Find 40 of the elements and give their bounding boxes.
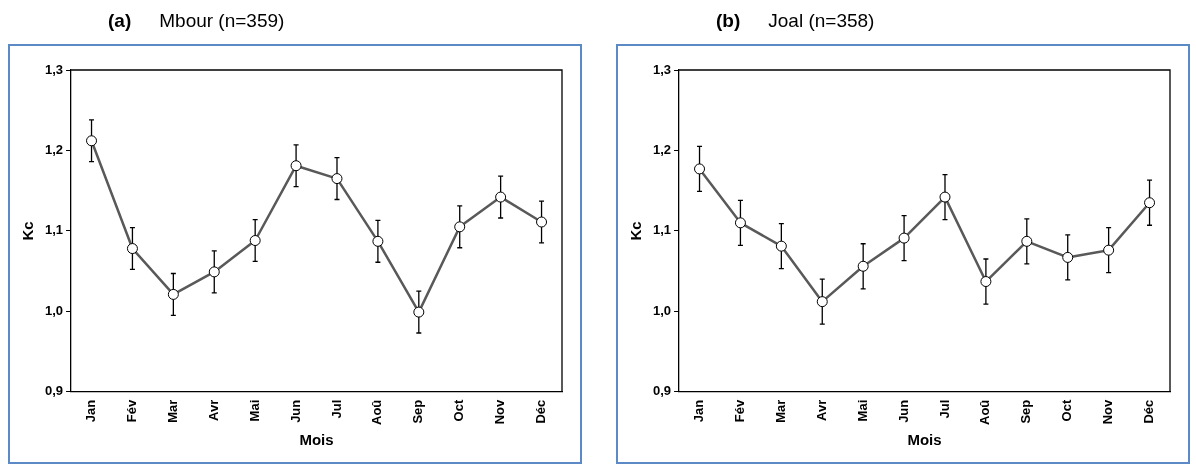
y-axis-title: Kc (627, 221, 645, 241)
y-tick-label: 1,0 (652, 302, 672, 318)
x-tick-label: Sep (410, 399, 426, 424)
x-tick-label: Mar (164, 399, 180, 423)
x-tick-label: Fév (732, 398, 748, 423)
y-tick-label: 1,3 (652, 61, 672, 77)
y-tick-label: 0,9 (44, 383, 64, 399)
x-tick-label: Jul (936, 399, 952, 419)
y-axis-title: Kc (19, 221, 37, 241)
x-tick-label: Aoû (369, 399, 385, 426)
y-tick-label: 1,3 (44, 61, 64, 77)
y-tick-label: 1,1 (44, 222, 64, 238)
x-tick-label: Jan (691, 399, 707, 423)
x-tick-label: Mai (246, 399, 262, 422)
x-tick-label: Jun (287, 399, 303, 423)
y-tick-label: 1,2 (652, 142, 672, 158)
x-tick-label: Déc (1141, 399, 1157, 424)
x-tick-label: Nov (492, 398, 508, 425)
chart-title: (b) Joal (n=358) (716, 10, 875, 31)
chart-title: (a) Mbour (n=359) (108, 10, 285, 31)
y-tick-label: 0,9 (652, 383, 672, 399)
y-tick-label: 1,0 (44, 302, 64, 318)
x-tick-label: Mar (772, 399, 788, 423)
x-tick-label: Aoû (977, 399, 993, 426)
y-tick-label: 1,1 (652, 222, 672, 238)
x-tick-label: Nov (1100, 398, 1116, 425)
x-tick-label: Mai (854, 399, 870, 422)
x-tick-label: Jun (895, 399, 911, 423)
y-tick-label: 1,2 (44, 142, 64, 158)
x-tick-label: Jul (328, 399, 344, 419)
x-tick-label: Sep (1018, 399, 1034, 424)
x-tick-label: Avr (813, 399, 829, 421)
x-tick-label: Avr (205, 399, 221, 421)
x-tick-label: Jan (83, 399, 99, 423)
x-tick-label: Déc (533, 399, 549, 424)
x-axis-title: Mois (907, 431, 942, 449)
x-tick-label: Oct (451, 399, 467, 422)
x-axis-title: Mois (299, 431, 334, 449)
x-tick-label: Fév (124, 398, 140, 423)
x-tick-label: Oct (1059, 399, 1075, 422)
